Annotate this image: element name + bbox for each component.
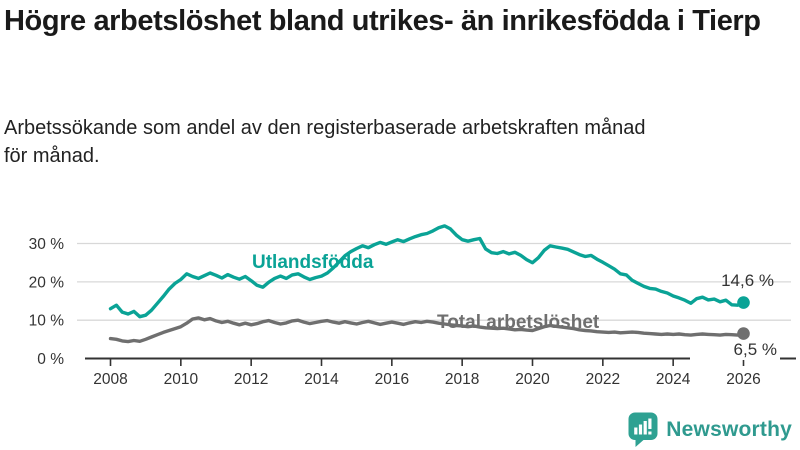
x-tick-label: 2016 [375, 371, 409, 388]
series-label-total: Total arbetslöshet [437, 312, 600, 333]
x-tick-label: 2012 [234, 371, 268, 388]
newsworthy-logo: Newsworthy [628, 412, 792, 447]
newsworthy-mark-icon [628, 412, 658, 447]
x-tick-label: 2008 [93, 371, 127, 388]
x-tick-label: 2018 [445, 371, 479, 388]
series-line-utlandsfodda [108, 224, 746, 319]
series-line-total [108, 316, 746, 344]
page-title: Högre arbetslöshet bland utrikes- än inr… [4, 5, 761, 37]
x-tick-label: 2020 [515, 371, 550, 388]
y-tick-label: 30 % [29, 236, 65, 253]
x-tick-label: 2010 [164, 371, 199, 388]
y-tick-label: 20 % [29, 274, 65, 291]
series-end-dot [737, 296, 750, 309]
newsworthy-wordmark: Newsworthy [666, 417, 792, 441]
bar-chart-icon [634, 418, 652, 435]
end-value-label-total: 6,5 % [690, 340, 780, 360]
y-tick-label: 10 % [29, 313, 65, 330]
y-tick-label: 0 % [37, 351, 64, 368]
end-value-label-utlandsfodda: 14,6 % [721, 271, 774, 290]
x-tick-label: 2022 [586, 371, 620, 388]
series-label-utlandsfodda: Utlandsfödda [252, 252, 374, 273]
series-end-dot [737, 327, 750, 340]
x-tick-label: 2026 [726, 371, 760, 388]
x-tick-label: 2024 [656, 371, 691, 388]
chart-subtitle: Arbetssökande som andel av den registerb… [4, 117, 646, 167]
x-tick-label: 2014 [304, 371, 339, 388]
